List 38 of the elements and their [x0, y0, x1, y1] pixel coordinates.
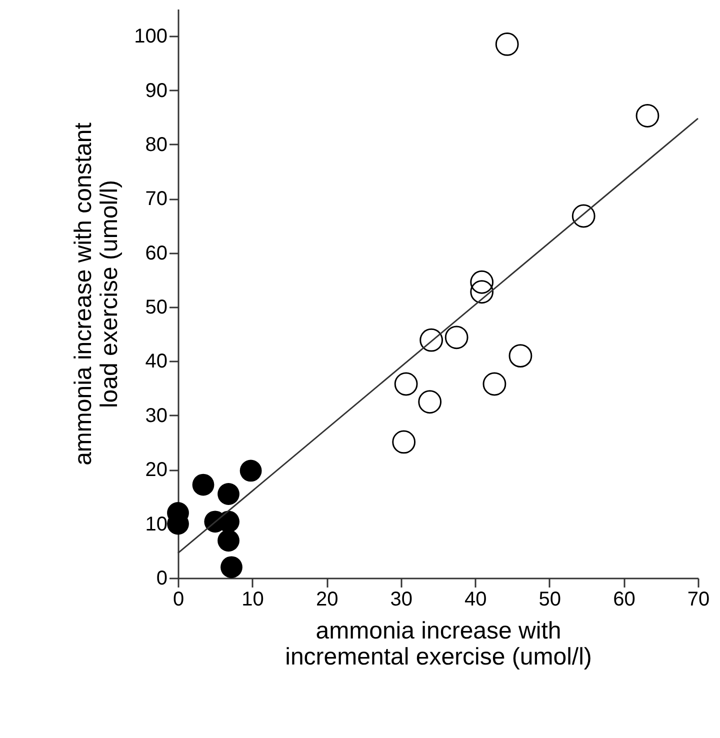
x-tick-label: 10	[242, 588, 264, 610]
y-tick-label: 30	[145, 404, 168, 427]
point	[218, 530, 240, 552]
y-tick-label: 70	[145, 188, 168, 210]
x-tick-label: 0	[172, 588, 184, 610]
y-tick-label: 100	[134, 26, 168, 48]
point	[394, 372, 418, 396]
x-tick-label: 60	[613, 588, 636, 610]
point	[418, 390, 442, 414]
y-tick-label: 80	[145, 134, 168, 156]
x-tick-label: 30	[390, 588, 412, 610]
y-tick-label: 50	[145, 296, 168, 319]
point	[220, 556, 242, 578]
x-tick-label: 70	[687, 588, 710, 610]
point	[470, 270, 494, 294]
y-tick-label: 40	[145, 350, 168, 373]
x-tick-label: 50	[538, 588, 562, 610]
y-tick-label: 0	[156, 568, 168, 590]
point	[392, 430, 416, 454]
point	[218, 483, 240, 505]
point	[240, 460, 262, 482]
point	[572, 204, 596, 228]
x-axis-title: ammonia increase with incremental exercise (umol/l)	[285, 618, 592, 670]
point	[192, 474, 214, 496]
y-tick-label: 10	[145, 513, 168, 536]
point	[636, 104, 660, 128]
y-tick-label: 90	[145, 80, 168, 102]
point	[470, 280, 494, 304]
point	[420, 328, 444, 352]
point	[508, 344, 532, 368]
x-tick-label: 40	[464, 588, 487, 610]
point	[444, 326, 468, 350]
point	[495, 32, 519, 56]
x-tick-label: 20	[316, 588, 338, 610]
y-tick-label: 20	[145, 459, 168, 482]
y-tick-label: 60	[145, 242, 168, 264]
y-axis-title: ammonia increase with constant load exercise (umol/l)	[70, 122, 124, 466]
point	[482, 372, 506, 396]
